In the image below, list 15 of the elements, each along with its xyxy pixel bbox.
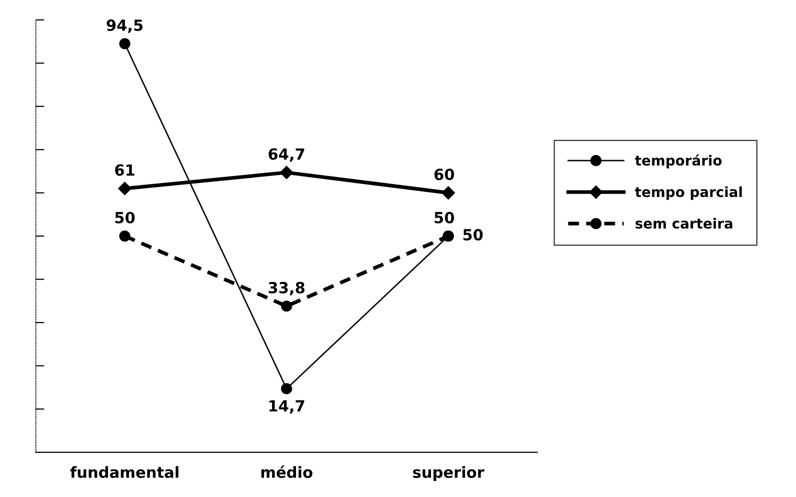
legend-label: tempo parcial [635, 186, 742, 200]
legend-label: sem carteira [636, 218, 732, 229]
x-tick-label: médio [261, 466, 312, 478]
data-label: 60 [434, 168, 454, 180]
data-label: 61 [115, 164, 134, 176]
x-tick-label: fundamental [70, 466, 178, 478]
legend-label: temporário [635, 154, 722, 168]
data-label: 33,8 [268, 282, 304, 296]
data-label: 50 [115, 212, 135, 224]
data-label: 50 [434, 212, 454, 224]
data-label: 94,5 [106, 19, 143, 33]
data-label: 50 [463, 228, 483, 241]
x-tick-label: superior [413, 466, 484, 481]
data-label: 64,7 [268, 148, 304, 162]
data-label: 14,7 [269, 400, 304, 414]
